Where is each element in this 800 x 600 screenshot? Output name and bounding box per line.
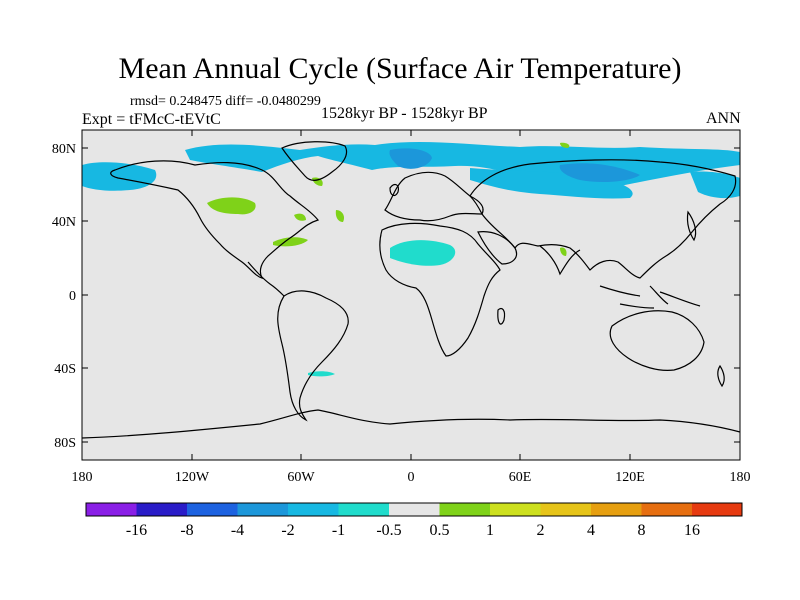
scandinavia-blue bbox=[389, 148, 432, 169]
colorbar-label: 0.5 bbox=[430, 522, 450, 539]
colorbar-swatch bbox=[187, 503, 238, 516]
axis-ticks bbox=[81, 130, 741, 460]
coast-arabia bbox=[477, 231, 518, 265]
coast-australia bbox=[609, 310, 705, 371]
lon-label: 0 bbox=[408, 470, 415, 485]
coast-british-isles bbox=[389, 183, 399, 197]
colorbar-label: 1 bbox=[486, 522, 494, 539]
anomaly-patches bbox=[82, 141, 740, 377]
lat-label: 0 bbox=[69, 289, 76, 304]
colorbar-label: -1 bbox=[332, 522, 345, 539]
season-label: ANN bbox=[706, 110, 741, 127]
colorbar-label: -0.5 bbox=[376, 522, 401, 539]
colorbar-swatch bbox=[591, 503, 642, 516]
colorbar-labels: -16 -8 -4 -2 -1 -0.5 0.5 1 2 4 8 16 bbox=[126, 522, 700, 539]
coast-europe bbox=[384, 171, 484, 222]
map-title: Mean Annual Cycle (Surface Air Temperatu… bbox=[118, 52, 682, 85]
lon-label: 60E bbox=[509, 470, 532, 485]
north-america-green bbox=[207, 197, 256, 215]
colorbar-label: 2 bbox=[537, 522, 545, 539]
latitude-labels: 80N 40N 0 40S 80S bbox=[52, 142, 76, 451]
east-asia-cyan bbox=[690, 171, 740, 199]
siberia-blue bbox=[559, 163, 640, 183]
colorbar-swatch bbox=[338, 503, 389, 516]
colorbar bbox=[85, 502, 743, 517]
coast-greenland bbox=[281, 141, 348, 181]
lon-label: 120W bbox=[175, 470, 210, 485]
colorbar-swatch bbox=[136, 503, 187, 516]
colorbar-label: 4 bbox=[587, 522, 595, 539]
colorbar-label: 8 bbox=[638, 522, 646, 539]
coast-antarctica bbox=[81, 409, 741, 439]
coast-africa bbox=[379, 222, 501, 357]
lat-label: 80S bbox=[54, 436, 76, 451]
coast-se-asia-islands bbox=[599, 285, 701, 309]
lon-label: 60W bbox=[287, 470, 315, 485]
arctic-cyan-left bbox=[82, 162, 157, 191]
colorbar-label: -8 bbox=[180, 522, 193, 539]
colorbar-label: -2 bbox=[281, 522, 294, 539]
lon-label: 180 bbox=[72, 470, 93, 485]
colorbar-swatch bbox=[490, 503, 541, 516]
arctic-green bbox=[560, 142, 570, 148]
lat-label: 80N bbox=[52, 142, 76, 157]
plot-background bbox=[82, 130, 740, 460]
stats-text: rmsd= 0.248475 diff= -0.0480299 bbox=[130, 94, 321, 109]
coast-north-america bbox=[110, 160, 320, 279]
colorbar-swatch bbox=[288, 503, 339, 516]
coast-japan bbox=[686, 210, 697, 242]
colorbar-label: -4 bbox=[231, 522, 244, 539]
colorbar-swatch bbox=[540, 503, 591, 516]
coast-south-america bbox=[277, 290, 349, 422]
colorbar-label: 16 bbox=[684, 522, 700, 539]
north-africa-cyan bbox=[390, 240, 456, 266]
coast-india bbox=[539, 245, 581, 276]
experiment-label: Expt = tFMcC-tEVtC bbox=[82, 111, 221, 128]
colorbar-frame bbox=[85, 502, 743, 517]
colorbar-swatch bbox=[86, 503, 137, 516]
atlantic-green-1 bbox=[294, 213, 306, 221]
colorbar-swatch bbox=[439, 503, 490, 516]
south-atlantic-cyan bbox=[308, 371, 335, 377]
lat-label: 40S bbox=[54, 362, 76, 377]
longitude-labels: 180 120W 60W 0 60E 120E 180 bbox=[72, 470, 751, 485]
colorbar-swatch bbox=[389, 503, 440, 516]
colorbar-swatch bbox=[641, 503, 692, 516]
arabia-green bbox=[560, 247, 567, 256]
colorbar-swatch bbox=[237, 503, 288, 516]
lat-label: 40N bbox=[52, 215, 76, 230]
asia-cyan-lobe bbox=[470, 168, 633, 199]
colorbar-swatch bbox=[692, 503, 742, 516]
lon-label: 180 bbox=[730, 470, 751, 485]
coast-central-america bbox=[247, 261, 285, 297]
period-label: 1528kyr BP - 1528kyr BP bbox=[321, 105, 488, 122]
coast-new-zealand bbox=[717, 364, 725, 388]
coast-madagascar bbox=[497, 307, 506, 325]
coast-asia bbox=[469, 159, 737, 279]
coastlines bbox=[81, 141, 741, 439]
lon-label: 120E bbox=[615, 470, 645, 485]
colorbar-label: -16 bbox=[126, 522, 147, 539]
atlantic-green-2 bbox=[335, 210, 345, 222]
